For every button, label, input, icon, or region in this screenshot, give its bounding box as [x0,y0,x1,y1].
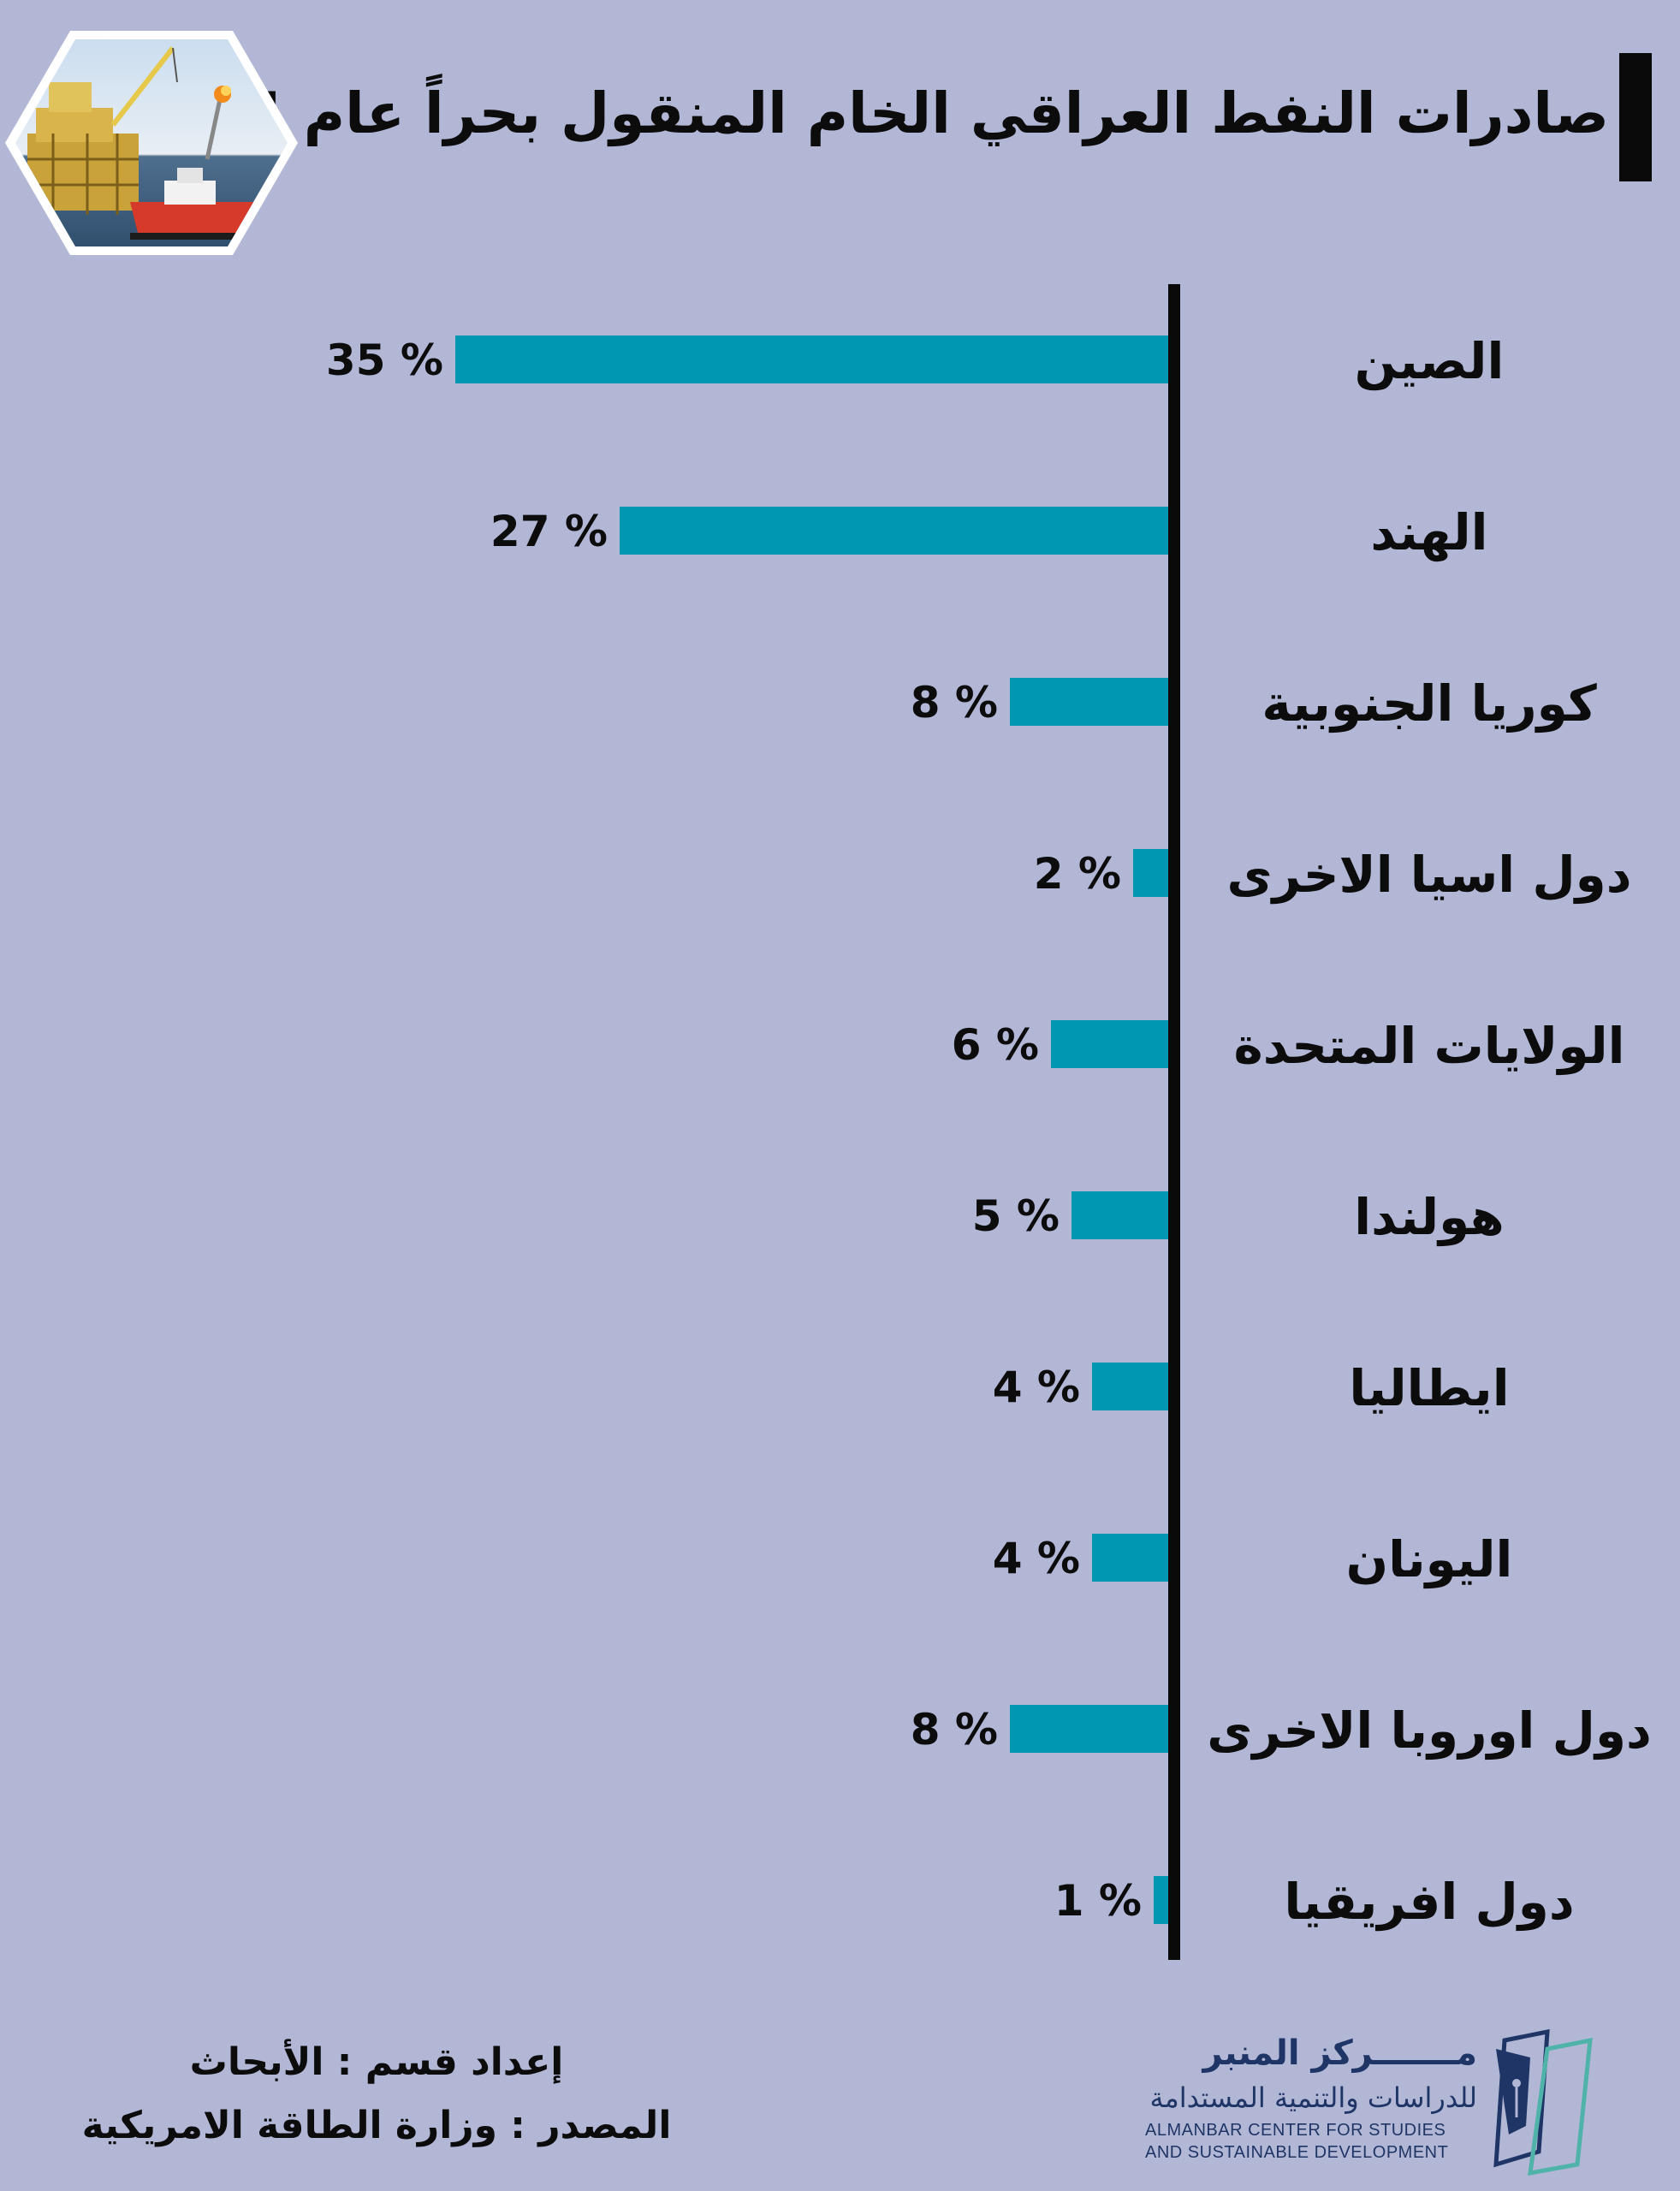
data-label: 4 % [993,1363,1080,1412]
data-label: 35 % [326,335,443,385]
category-label: اليونان [1346,1530,1513,1589]
data-label: 8 % [911,1705,998,1755]
data-label: 5 % [972,1191,1060,1241]
bar [1092,1534,1174,1582]
category-label: الهند [1370,503,1487,562]
source-note: المصدر : وزارة الطاقة الامريكية [81,2104,672,2147]
oil-platform-image [5,31,298,255]
data-label: 8 % [911,678,998,727]
bar [1010,1705,1174,1753]
category-label: كوريا الجنوبية [1261,674,1597,733]
category-label: دول افريقيا [1284,1873,1574,1932]
category-label: دول اوروبا الاخرى [1207,1701,1652,1761]
logo-english-line-2: AND SUSTAINABLE DEVELOPMENT [1145,2143,1449,2162]
category-label: هولندا [1354,1188,1504,1247]
bar [1133,849,1174,897]
prepared-by: إعداد قسم : الأبحاث [189,2040,564,2084]
bar [1072,1191,1174,1239]
category-label: الصين [1355,332,1505,391]
logo-name: مـــــــركز المنبر [1202,2034,1477,2073]
logo-subtitle: للدراسات والتنمية المستدامة [1149,2081,1477,2114]
logo-english-line-1: ALMANBAR CENTER FOR STUDIES [1145,2121,1446,2140]
bar [455,335,1174,383]
data-label: 1 % [1054,1876,1142,1926]
bar [1010,678,1174,726]
data-label: 27 % [490,507,608,556]
bar [620,507,1174,555]
bar-chart: 35 % الصين 27 % الهند 8 % كوريا الجنوبية 2 % دو… [326,284,1652,1960]
bar [1092,1363,1174,1410]
data-label: 2 % [1034,849,1121,899]
title-accent-bar [1619,53,1652,181]
bar [1051,1020,1174,1068]
data-label: 4 % [993,1534,1080,1583]
category-label: الولايات المتحدة [1233,1017,1624,1076]
pen-book-logo-icon [1493,2028,1593,2176]
data-label: 6 % [952,1020,1039,1070]
category-label: دول اسيا الاخرى [1226,846,1631,905]
category-label: ايطاليا [1349,1359,1509,1417]
